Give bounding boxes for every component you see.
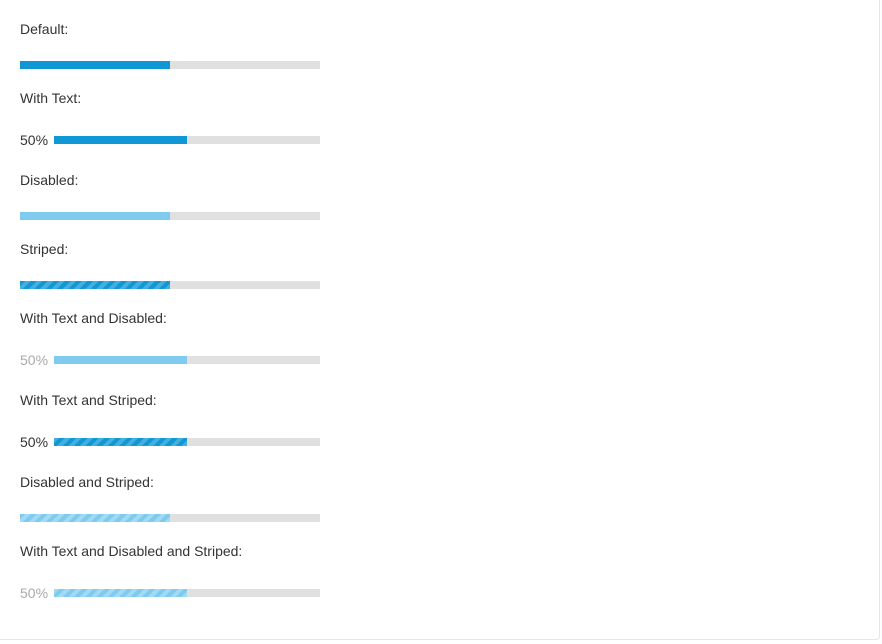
progressbar-track — [20, 61, 320, 69]
progressbar-disabled-and-striped — [20, 510, 320, 526]
progressbar-track — [20, 212, 320, 220]
progress-percent-text: 50% — [20, 352, 48, 368]
progressbar-track — [20, 514, 320, 522]
progress-percent-text: 50% — [20, 585, 48, 601]
progressbar-with-text-and-disabled: 50% — [20, 352, 320, 368]
progressbar-fill — [54, 136, 187, 144]
progressbar-fill — [54, 438, 187, 446]
progressbar-disabled — [20, 208, 320, 224]
example-label-with-text-and-disabled: With Text and Disabled: — [20, 310, 167, 326]
progressbar-with-text-and-striped: 50% — [20, 434, 320, 450]
example-label-disabled: Disabled: — [20, 172, 78, 188]
progressbar-track — [54, 136, 320, 144]
progressbar-fill — [20, 514, 170, 522]
example-label-with-text-disabled-and-striped: With Text and Disabled and Striped: — [20, 543, 242, 559]
progressbar-default — [20, 57, 320, 73]
progressbar-track — [54, 356, 320, 364]
example-label-striped: Striped: — [20, 241, 68, 257]
progressbar-track — [54, 589, 320, 597]
progressbar-fill — [20, 61, 170, 69]
progressbar-with-text: 50% — [20, 132, 320, 148]
example-label-with-text: With Text: — [20, 90, 81, 106]
progressbar-fill — [20, 281, 170, 289]
example-label-with-text-and-striped: With Text and Striped: — [20, 392, 157, 408]
progressbar-striped — [20, 277, 320, 293]
progressbar-fill — [20, 212, 170, 220]
progress-percent-text: 50% — [20, 132, 48, 148]
example-label-default: Default: — [20, 21, 68, 37]
progressbar-fill — [54, 356, 187, 364]
example-label-disabled-and-striped: Disabled and Striped: — [20, 474, 154, 490]
progressbar-track — [20, 281, 320, 289]
progress-percent-text: 50% — [20, 434, 48, 450]
progressbar-fill — [54, 589, 187, 597]
progressbar-track — [54, 438, 320, 446]
progressbar-with-text-disabled-and-striped: 50% — [20, 585, 320, 601]
